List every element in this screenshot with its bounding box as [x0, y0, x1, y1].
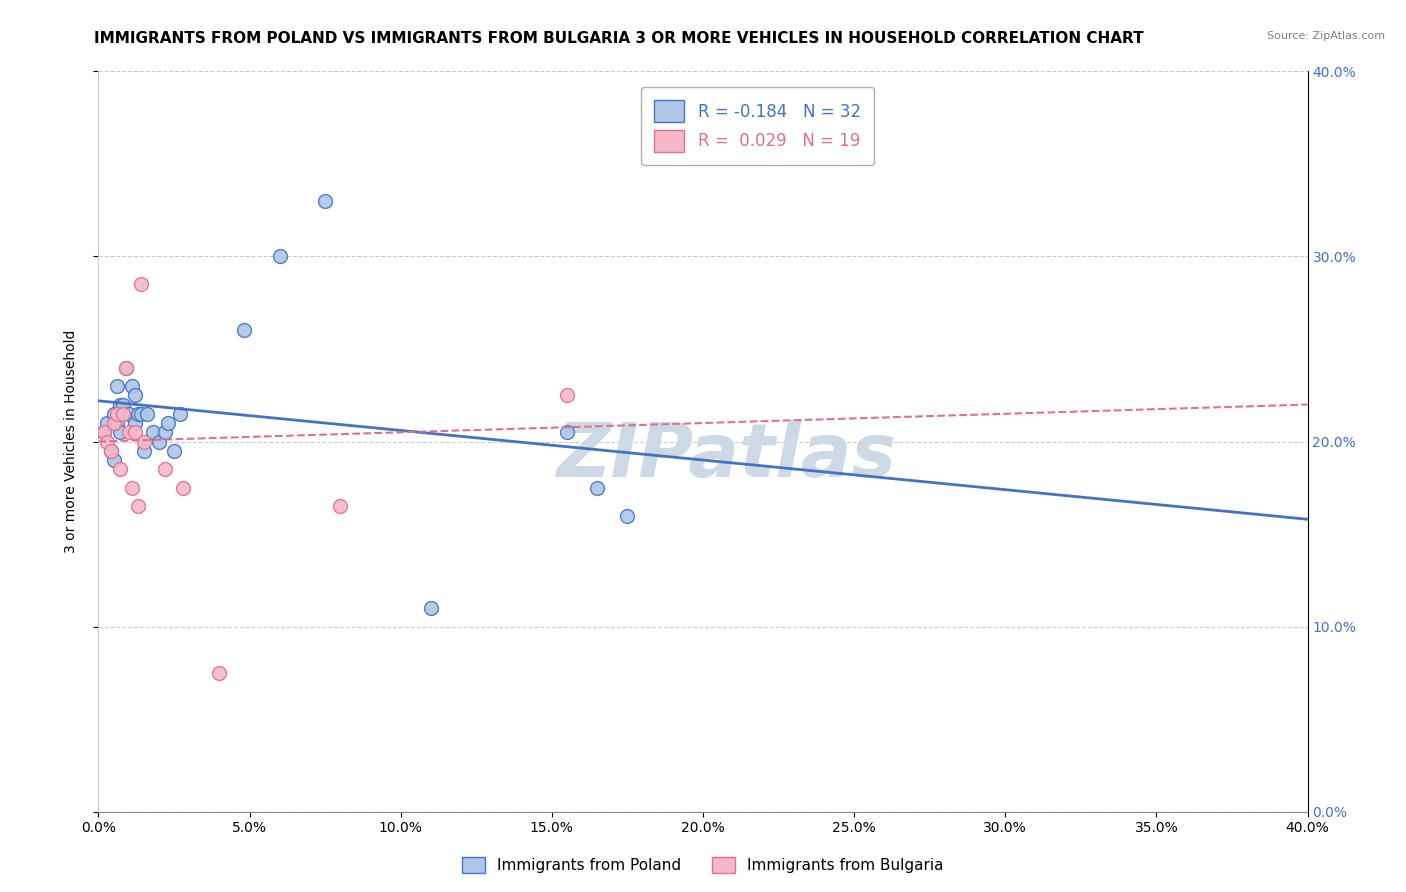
Text: ZIPatlas: ZIPatlas	[557, 420, 897, 493]
Point	[118, 407, 141, 421]
Point	[616, 508, 638, 523]
Point	[156, 416, 179, 430]
Point	[127, 500, 149, 514]
Point	[96, 416, 118, 430]
Point	[108, 462, 131, 476]
Point	[114, 360, 136, 375]
Point	[111, 407, 134, 421]
Point	[100, 443, 122, 458]
Point	[163, 443, 186, 458]
Point	[105, 379, 128, 393]
Point	[555, 388, 578, 402]
Point	[169, 407, 191, 421]
Point	[172, 481, 194, 495]
Point	[124, 416, 146, 430]
Point	[124, 425, 146, 440]
Point	[329, 500, 352, 514]
Text: IMMIGRANTS FROM POLAND VS IMMIGRANTS FROM BULGARIA 3 OR MORE VEHICLES IN HOUSEHO: IMMIGRANTS FROM POLAND VS IMMIGRANTS FRO…	[94, 31, 1143, 46]
Y-axis label: 3 or more Vehicles in Household: 3 or more Vehicles in Household	[63, 330, 77, 553]
Point	[93, 425, 115, 440]
Point	[314, 194, 336, 208]
Point	[132, 443, 155, 458]
Point	[232, 324, 254, 338]
Point	[129, 407, 152, 421]
Point	[142, 425, 165, 440]
Text: Source: ZipAtlas.com: Source: ZipAtlas.com	[1267, 31, 1385, 41]
Point	[208, 665, 231, 680]
Point	[135, 407, 157, 421]
Point	[108, 398, 131, 412]
Point	[100, 443, 122, 458]
Point	[153, 462, 176, 476]
Point	[108, 425, 131, 440]
Point	[129, 277, 152, 292]
Point	[93, 425, 115, 440]
Point	[103, 407, 125, 421]
Point	[127, 407, 149, 421]
Point	[111, 398, 134, 412]
Point	[96, 434, 118, 449]
Point	[153, 425, 176, 440]
Point	[121, 379, 143, 393]
Point	[555, 425, 578, 440]
Point	[105, 407, 128, 421]
Point	[118, 425, 141, 440]
Point	[269, 250, 291, 264]
Point	[121, 481, 143, 495]
Legend: Immigrants from Poland, Immigrants from Bulgaria: Immigrants from Poland, Immigrants from …	[456, 851, 950, 880]
Point	[586, 481, 609, 495]
Point	[148, 434, 170, 449]
Point	[103, 453, 125, 467]
Point	[105, 416, 128, 430]
Point	[124, 388, 146, 402]
Point	[103, 416, 125, 430]
Point	[420, 601, 443, 615]
Point	[114, 360, 136, 375]
Legend: R = -0.184   N = 32, R =  0.029   N = 19: R = -0.184 N = 32, R = 0.029 N = 19	[641, 87, 875, 165]
Point	[132, 434, 155, 449]
